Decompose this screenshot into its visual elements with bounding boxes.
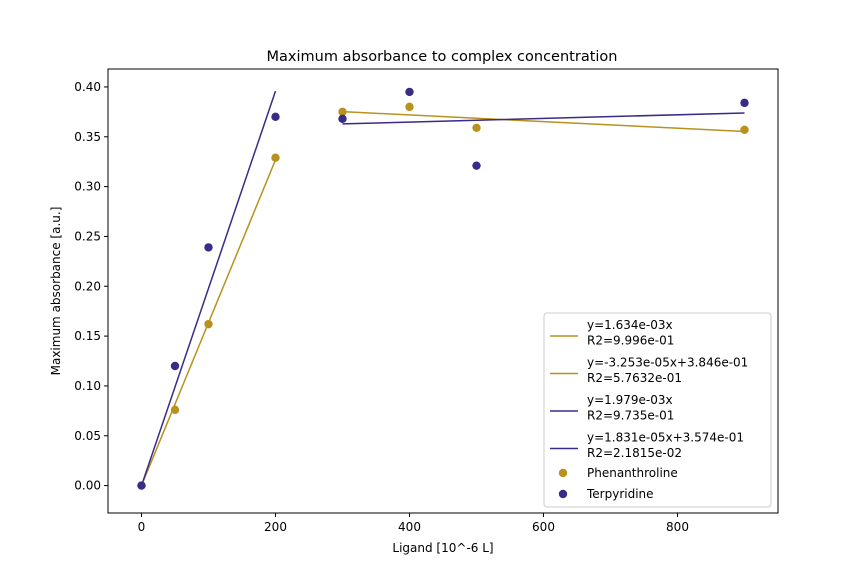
x-tick-label: 800 — [666, 520, 689, 534]
terpyridine-point — [338, 114, 347, 124]
legend: y=1.634e-03x R2=9.996e-01 y=-3.253e-05x+3.… — [543, 312, 772, 508]
terpyridine-point — [204, 243, 213, 252]
phenanthroline-point — [338, 107, 347, 117]
phenanthroline-point — [405, 102, 414, 112]
legend-entry-text: y=-3.253e-05x+3.846e-01 — [587, 356, 748, 370]
y-tick-label: 0.15 — [74, 329, 101, 343]
fit-line-4 — [342, 112, 745, 125]
y-tick-label: 0.30 — [74, 180, 101, 194]
y-tick-label: 0.05 — [74, 429, 101, 443]
legend-marker-swatch — [558, 489, 568, 499]
plot-area — [137, 87, 749, 490]
phenanthroline-point — [170, 405, 180, 415]
y-axis: 0.00 0.05 0.10 0.15 0.20 0.25 0.30 0.35 0.40 — [74, 80, 108, 493]
legend-entry-text: Phenanthroline — [587, 466, 678, 480]
legend-entry-text: y=1.634e-03x — [587, 318, 673, 332]
x-tick-label: 200 — [264, 520, 287, 534]
legend-entry-text: R2=9.996e-01 — [587, 334, 674, 348]
x-tick-label: 0 — [138, 520, 146, 534]
legend-entry-text: y=1.831e-05x+3.574e-01 — [587, 431, 744, 445]
phenanthroline-point — [472, 123, 481, 133]
phenanthroline-point — [740, 125, 749, 134]
fit-line-2 — [342, 110, 745, 133]
phenanthroline-point — [271, 153, 280, 162]
fit-line-3 — [140, 90, 277, 486]
phenanthroline-point — [204, 319, 213, 329]
legend-entry-text: Terpyridine — [586, 487, 654, 501]
y-tick-label: 0.25 — [74, 229, 101, 243]
y-axis-label: Maximum absorbance [a.u.] — [49, 207, 63, 376]
legend-marker-swatch — [558, 468, 568, 478]
terpyridine-point — [170, 361, 180, 371]
plot-frame — [107, 68, 779, 514]
legend-box — [543, 312, 772, 508]
legend-entry-text: R2=9.735e-01 — [587, 409, 674, 423]
terpyridine-point — [740, 98, 749, 108]
y-tick-label: 0.00 — [74, 479, 101, 493]
legend-entry-text: R2=5.7632e-01 — [587, 371, 682, 385]
y-tick-label: 0.40 — [74, 80, 101, 94]
y-tick-label: 0.10 — [74, 379, 101, 393]
x-axis-label: Ligand [10^-6 L] — [392, 541, 493, 555]
chart-title: Maximum absorbance to complex concentrat… — [267, 49, 618, 65]
y-tick-label: 0.20 — [74, 279, 101, 293]
y-tick-label: 0.35 — [74, 130, 101, 144]
legend-entry-text: R2=2.1815e-02 — [587, 446, 682, 460]
legend-entry-text: y=1.979e-03x — [587, 393, 673, 407]
x-axis: 0 200 400 600 800 — [138, 513, 689, 534]
x-tick-label: 400 — [398, 520, 421, 534]
terpyridine-point — [472, 161, 481, 170]
x-tick-label: 600 — [532, 520, 555, 534]
terpyridine-point — [405, 87, 414, 97]
terpyridine-point — [271, 112, 280, 122]
terpyridine-point — [137, 481, 146, 490]
